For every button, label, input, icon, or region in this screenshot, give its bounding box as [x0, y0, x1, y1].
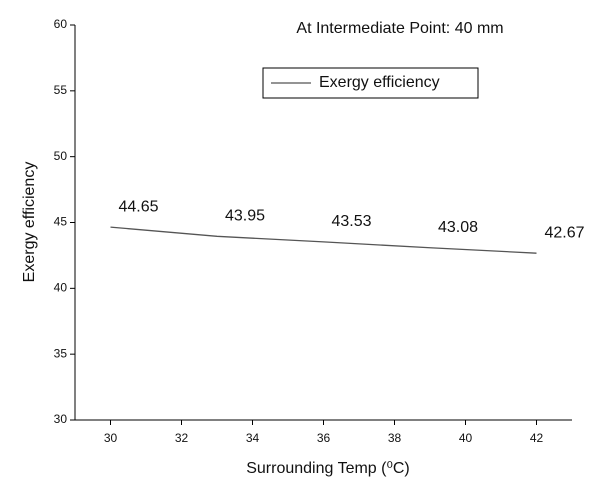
data-label: 43.95 [225, 208, 265, 225]
x-tick-label: 42 [530, 431, 544, 445]
x-axis-title: Surrounding Temp (⁰C) [246, 460, 410, 477]
chart-title: At Intermediate Point: 40 mm [296, 20, 503, 37]
y-axis-title: Exergy efficiency [21, 162, 38, 283]
x-tick-label: 32 [175, 431, 189, 445]
y-tick-label: 30 [54, 412, 68, 426]
x-tick-label: 34 [246, 431, 260, 445]
data-label: 44.65 [118, 198, 158, 215]
data-label: 42.67 [544, 224, 584, 241]
data-label: 43.53 [331, 213, 371, 230]
x-tick-label: 36 [317, 431, 331, 445]
x-tick-label: 40 [459, 431, 473, 445]
legend-label: Exergy efficiency [319, 74, 440, 91]
y-tick-label: 40 [54, 281, 68, 295]
y-tick-label: 45 [54, 215, 68, 229]
line [110, 226, 537, 254]
data-label: 43.08 [438, 219, 478, 236]
x-tick-label: 38 [388, 431, 402, 445]
y-tick-label: 60 [54, 17, 68, 31]
y-tick-label: 55 [54, 83, 68, 97]
y-tick-label: 35 [54, 346, 68, 360]
x-tick-label: 30 [104, 431, 118, 445]
y-tick-label: 50 [54, 149, 68, 163]
